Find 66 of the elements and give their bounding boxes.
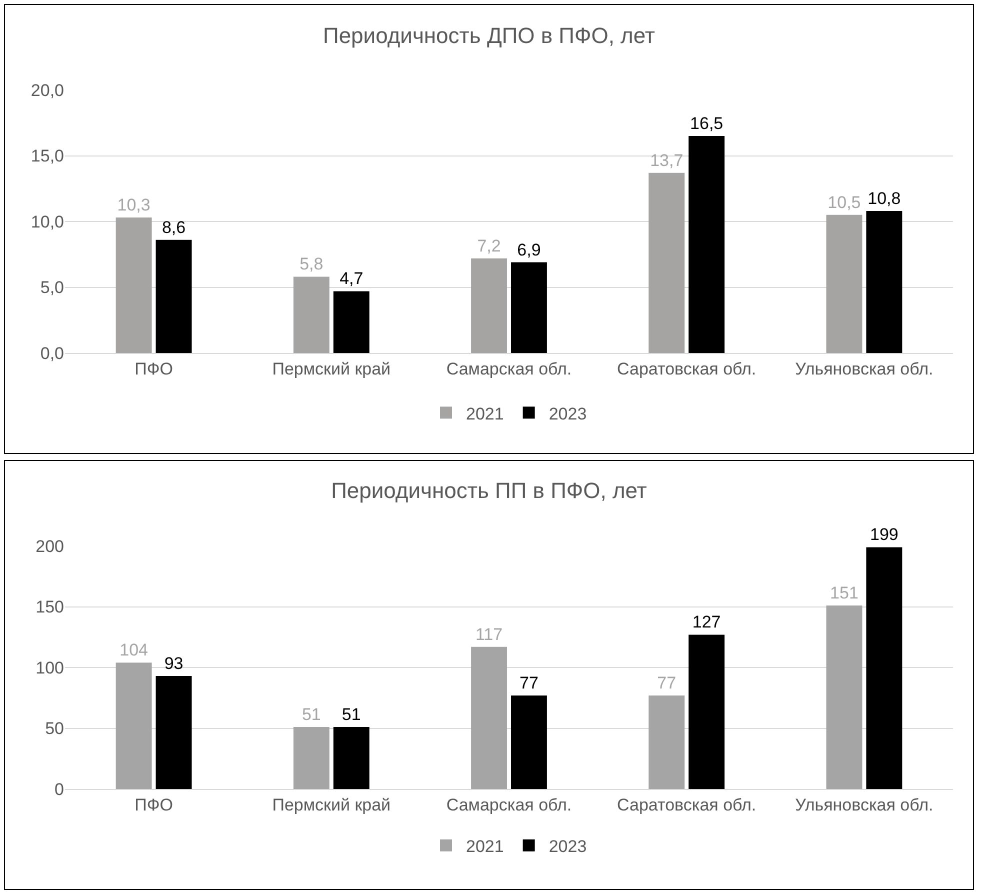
data-label: 16,5 [690,114,724,134]
data-label: 6,9 [517,240,541,260]
bar [156,240,192,353]
bar [116,662,152,789]
bar [648,172,685,353]
bar [333,727,370,789]
x-tick-label: Саратовская обл. [617,359,756,378]
data-label: 93 [164,654,184,674]
bar [511,262,547,353]
chart-title: Периодичность ДПО в ПФО, лет [323,22,655,48]
bar [826,606,862,789]
bar [333,291,370,353]
legend-label: 2021 [466,837,504,856]
data-label: 7,2 [477,236,501,256]
bar [648,695,685,789]
x-tick-label: ПФО [134,359,173,378]
bar [293,276,330,353]
x-tick-label: ПФО [134,795,173,814]
x-tick-label: Пермский край [272,795,391,814]
data-label: 199 [870,525,898,544]
y-tick-label: 5,0 [40,278,64,298]
data-label: 10,5 [828,192,861,212]
bar [866,210,902,353]
data-label: 51 [342,705,361,724]
chart-title: Периодичность ПП в ПФО, лет [331,478,647,503]
bar [156,676,192,789]
data-label: 127 [692,612,721,632]
bar [511,695,547,789]
bar [293,727,330,789]
data-label: 8,6 [162,218,186,237]
y-tick-label: 20,0 [30,80,64,100]
bar [826,214,862,353]
bar [688,634,725,789]
x-tick-label: Самарская обл. [446,795,572,814]
y-tick-label: 0,0 [40,344,64,363]
bar [471,646,507,789]
y-tick-label: 200 [36,536,64,556]
x-tick-label: Ульяновская обл. [795,795,934,814]
data-label: 13,7 [650,150,684,170]
legend-label: 2021 [466,404,504,424]
data-label: 104 [120,640,148,660]
bar [116,218,152,353]
y-tick-label: 10,0 [30,212,64,232]
data-label: 51 [302,705,321,724]
bar [866,547,902,789]
y-tick-label: 100 [36,658,64,678]
x-tick-label: Пермский край [272,359,391,378]
y-tick-label: 150 [36,598,64,617]
legend-label: 2023 [548,404,587,424]
y-tick-label: 15,0 [30,146,64,166]
y-tick-label: 50 [45,719,64,738]
legend-label: 2023 [548,837,587,856]
x-tick-label: Саратовская обл. [617,795,756,814]
data-label: 77 [520,673,538,692]
data-label: 10,3 [117,196,150,215]
bar [471,258,507,353]
data-label: 10,8 [868,188,901,208]
x-tick-label: Самарская обл. [446,359,572,378]
data-label: 4,7 [340,269,364,288]
y-tick-label: 0 [54,780,64,799]
data-label: 5,8 [300,254,324,274]
x-tick-label: Ульяновская обл. [795,359,934,378]
bar [688,136,725,353]
data-label: 77 [657,673,676,692]
data-label: 117 [475,624,503,644]
data-label: 151 [830,584,858,603]
